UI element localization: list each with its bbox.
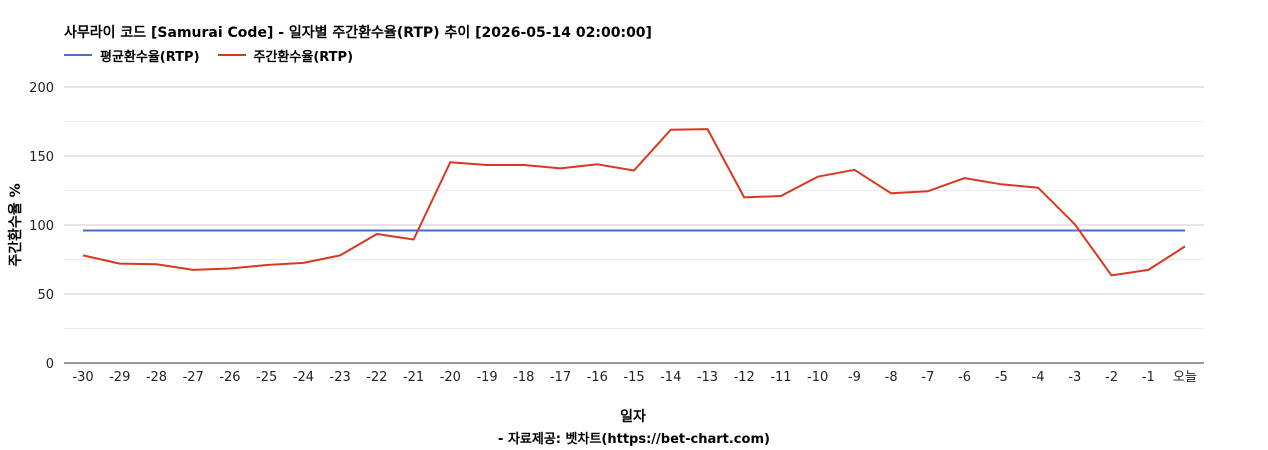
x-tick-label: -23	[330, 370, 351, 385]
x-tick-label: -16	[587, 370, 608, 385]
x-tick-label: -30	[72, 370, 93, 385]
legend-item-weekly[interactable]: 주간환수율(RTP)	[217, 46, 354, 65]
y-tick-label: 200	[29, 81, 54, 96]
series-line-weekly	[82, 128, 1186, 277]
x-tick-label: -18	[513, 370, 534, 385]
y-axis-title: 주간환수율 %	[7, 183, 24, 266]
x-tick-label: -12	[734, 370, 755, 385]
legend-swatch-weekly	[217, 54, 246, 56]
x-axis-ticks: -30 -29 -28 -27 -26 -25 -24 -23 -22 -21 -20 -19 -18 -…	[72, 370, 1197, 385]
x-tick-label: -10	[807, 370, 828, 385]
x-tick-label: -27	[183, 370, 204, 385]
x-tick-label: -17	[550, 370, 571, 385]
x-tick-label: -13	[697, 370, 718, 385]
x-tick-label: -26	[219, 370, 240, 385]
y-tick-label: 50	[37, 288, 54, 303]
x-tick-label: -25	[256, 370, 277, 385]
x-tick-label: -9	[848, 370, 861, 385]
legend: 평균환수율(RTP) 주간환수율(RTP)	[64, 46, 371, 65]
x-tick-label: -19	[476, 370, 497, 385]
y-tick-label: 150	[29, 150, 54, 165]
x-tick-label: -29	[109, 370, 130, 385]
y-tick-label: 0	[46, 357, 54, 372]
y-tick-label: 100	[29, 219, 54, 234]
series-layer	[82, 128, 1186, 277]
x-tick-label: -1	[1142, 370, 1155, 385]
grid-layer	[64, 86, 1204, 364]
x-tick-label: -3	[1068, 370, 1081, 385]
legend-label-weekly: 주간환수율(RTP)	[253, 49, 354, 65]
y-axis-ticks: 0 50 100 150 200	[29, 81, 54, 372]
x-tick-label: -5	[995, 370, 1008, 385]
x-tick-label: -28	[146, 370, 167, 385]
x-tick-label: -2	[1105, 370, 1118, 385]
legend-item-average[interactable]: 평균환수율(RTP)	[64, 46, 200, 65]
x-tick-label: -20	[440, 370, 461, 385]
x-tick-label: -15	[623, 370, 644, 385]
x-tick-label: -21	[403, 370, 424, 385]
x-tick-label: -22	[366, 370, 387, 385]
x-tick-label: -11	[770, 370, 791, 385]
x-tick-label: -4	[1032, 370, 1045, 385]
x-tick-label: -6	[958, 370, 971, 385]
x-tick-label: -24	[293, 370, 314, 385]
source-credit: - 자료제공: 벳차트(https://bet-chart.com)	[498, 432, 770, 447]
x-tick-label: 오늘	[1173, 370, 1197, 385]
x-tick-label: -7	[921, 370, 934, 385]
x-tick-label: -8	[885, 370, 898, 385]
chart-title: 사무라이 코드 [Samurai Code] - 일자별 주간환수율(RTP) …	[64, 25, 652, 41]
x-tick-label: -14	[660, 370, 681, 385]
x-axis-title: 일자	[620, 409, 646, 425]
legend-swatch-average	[64, 54, 92, 56]
legend-label-average: 평균환수율(RTP)	[100, 49, 200, 65]
